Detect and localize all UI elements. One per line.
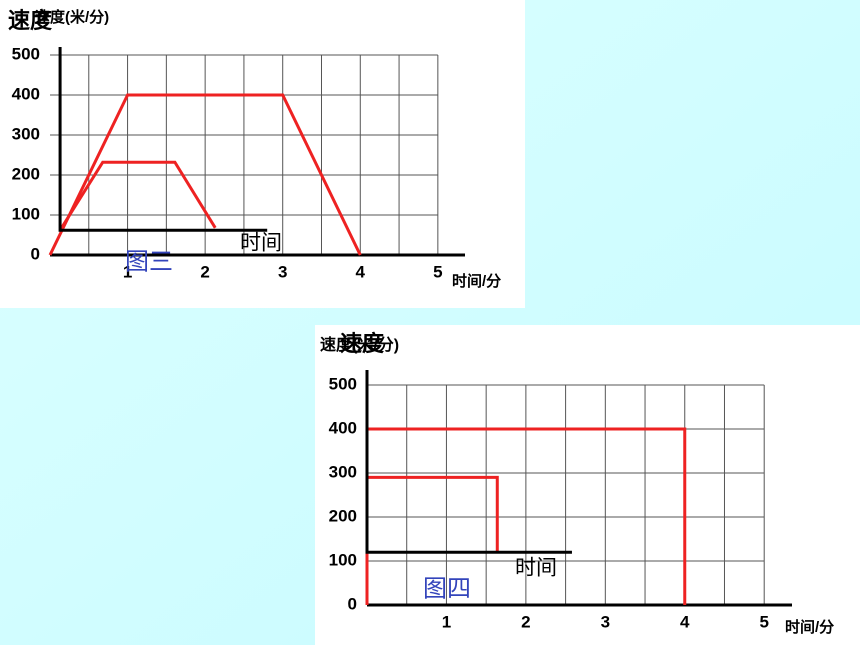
annotation: 速度 <box>8 8 53 33</box>
line-series <box>365 370 572 554</box>
y-tick-label: 200 <box>329 506 357 525</box>
y-tick-label: 300 <box>12 124 40 143</box>
y-tick-label: 0 <box>31 244 40 263</box>
x-tick-label: 2 <box>200 262 209 281</box>
y-tick-label: 400 <box>12 84 40 103</box>
y-tick-label: 0 <box>348 594 357 613</box>
chart-panel <box>0 0 525 308</box>
line-series <box>58 160 217 231</box>
annotation: 图三 <box>125 248 173 275</box>
x-tick-label: 5 <box>759 612 768 631</box>
annotation: 图四 <box>423 575 471 602</box>
x-tick-label: 3 <box>601 612 610 631</box>
y-tick-label: 100 <box>329 550 357 569</box>
annotation: 速度 <box>340 331 385 356</box>
x-axis-label: 时间/分 <box>452 272 501 290</box>
x-tick-label: 1 <box>442 612 451 631</box>
x-axis-label: 时间/分 <box>785 618 834 636</box>
x-tick-label: 5 <box>433 262 442 281</box>
line-series <box>48 93 362 256</box>
y-axis-label: 速度(米/分) <box>320 335 399 354</box>
line-series <box>58 47 268 232</box>
y-tick-label: 200 <box>12 164 40 183</box>
x-tick-label: 4 <box>680 612 690 631</box>
y-tick-label: 100 <box>12 204 40 223</box>
y-tick-label: 300 <box>329 462 357 481</box>
annotation: 时间 <box>240 232 282 255</box>
y-tick-label: 400 <box>329 418 357 437</box>
y-tick-label: 500 <box>329 374 357 393</box>
y-tick-label: 500 <box>12 44 40 63</box>
x-tick-label: 4 <box>356 262 366 281</box>
x-tick-label: 3 <box>278 262 287 281</box>
x-tick-label: 1 <box>123 262 132 281</box>
chart-panel <box>315 325 860 645</box>
annotation: 时间 <box>515 557 557 580</box>
x-tick-label: 2 <box>521 612 530 631</box>
y-axis-label: 速度(米/分) <box>35 8 109 26</box>
